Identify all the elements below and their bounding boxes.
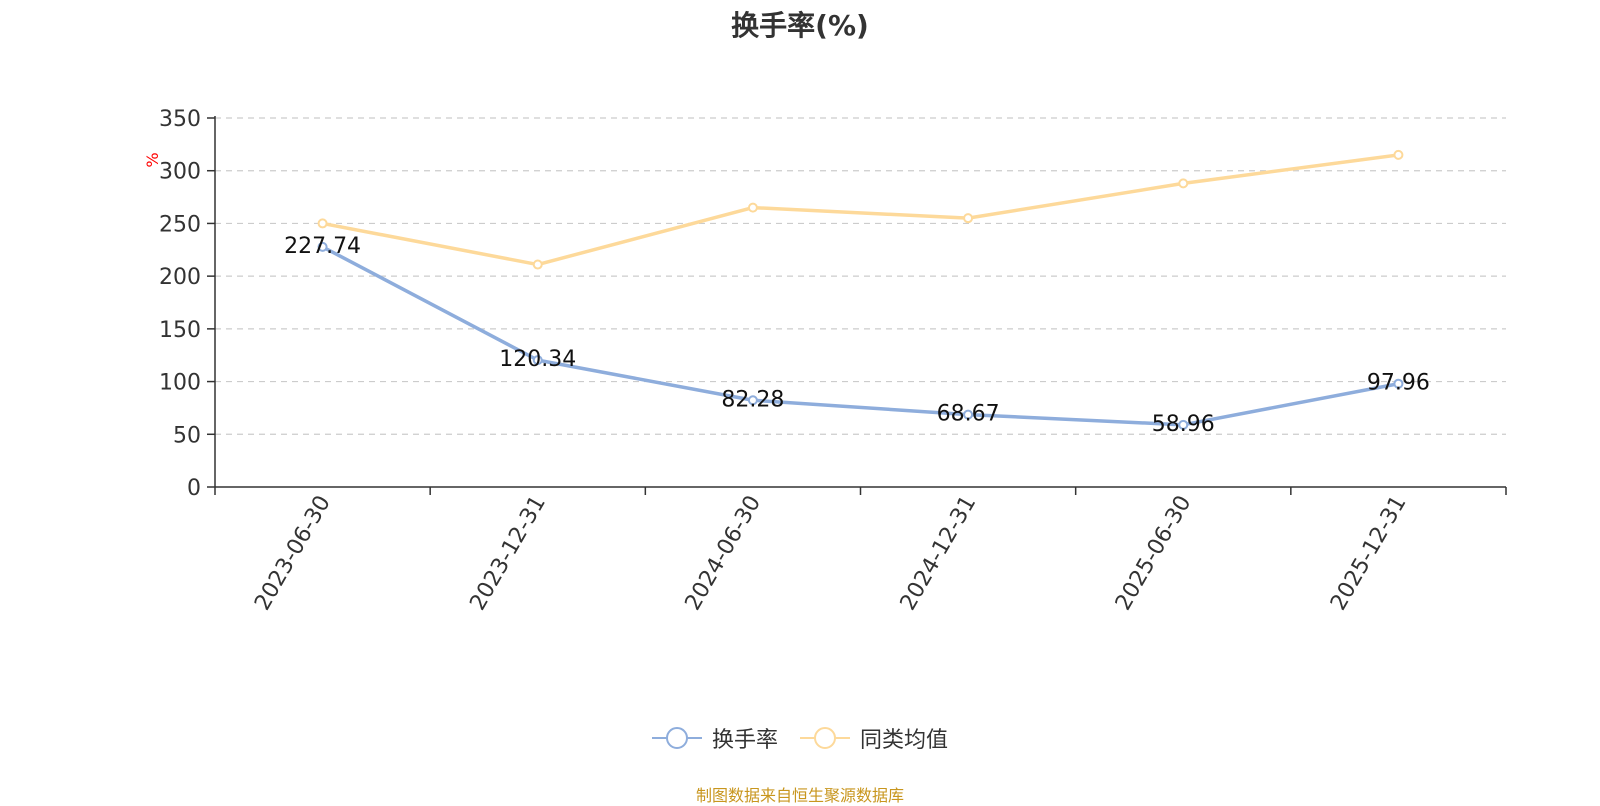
y-tick-label: 150: [159, 318, 201, 343]
y-axis-unit: %: [143, 152, 162, 167]
series-2-point: [532, 259, 543, 270]
series-1-point: [532, 355, 543, 366]
legend-label-series-1: 换手率: [711, 728, 778, 753]
x-tick-label: 2024-12-31: [896, 492, 982, 615]
series-2-point: [747, 202, 758, 213]
data-label: 58.96: [1152, 412, 1215, 437]
series-line-2: [322, 153, 1399, 267]
x-tick-label: 2025-06-30: [1111, 492, 1197, 615]
data-label: 120.34: [499, 347, 576, 372]
legend-label-series-2: 同类均值: [860, 728, 949, 753]
y-tick-label: 300: [159, 160, 201, 185]
x-tick-label: 2024-06-30: [681, 492, 767, 615]
x-tick-label: 2025-12-31: [1326, 492, 1412, 615]
y-tick-label: 0: [187, 476, 201, 501]
x-tick-label: 2023-06-30: [250, 492, 336, 615]
chart-title: 换手率(%): [731, 9, 869, 42]
source-note: 制图数据来自恒生聚源数据库: [695, 786, 904, 805]
y-tick-label: 100: [159, 371, 201, 396]
y-tick-label: 350: [159, 107, 201, 132]
legend-item-series-2[interactable]: 同类均值: [800, 722, 948, 754]
legend-line-circle-icon: [800, 727, 850, 749]
data-label: 82.28: [721, 387, 784, 412]
y-tick-label: 250: [159, 212, 201, 237]
y-tick-label: 50: [173, 423, 201, 448]
series-1-point: [1178, 419, 1189, 430]
data-label: 97.96: [1367, 371, 1430, 396]
legend-line-circle-icon: [651, 727, 702, 749]
series-line-1: [321, 245, 1399, 427]
legend-item-series-1[interactable]: 换手率: [651, 722, 778, 754]
series-2-point: [317, 218, 328, 229]
series-1-point: [317, 241, 328, 252]
x-tick-label: 2023-12-31: [465, 492, 551, 615]
series-1-point: [1393, 378, 1404, 389]
series-1-point: [747, 395, 758, 406]
series-2-point: [963, 213, 974, 224]
data-label: 68.67: [937, 402, 1000, 427]
legend: 换手率 同类均值: [0, 722, 1600, 754]
series-2-point: [1178, 178, 1189, 189]
series-1-point: [963, 409, 974, 420]
series-2-point: [1393, 149, 1404, 160]
y-tick-label: 200: [159, 265, 201, 290]
data-label: 227.74: [284, 234, 361, 259]
